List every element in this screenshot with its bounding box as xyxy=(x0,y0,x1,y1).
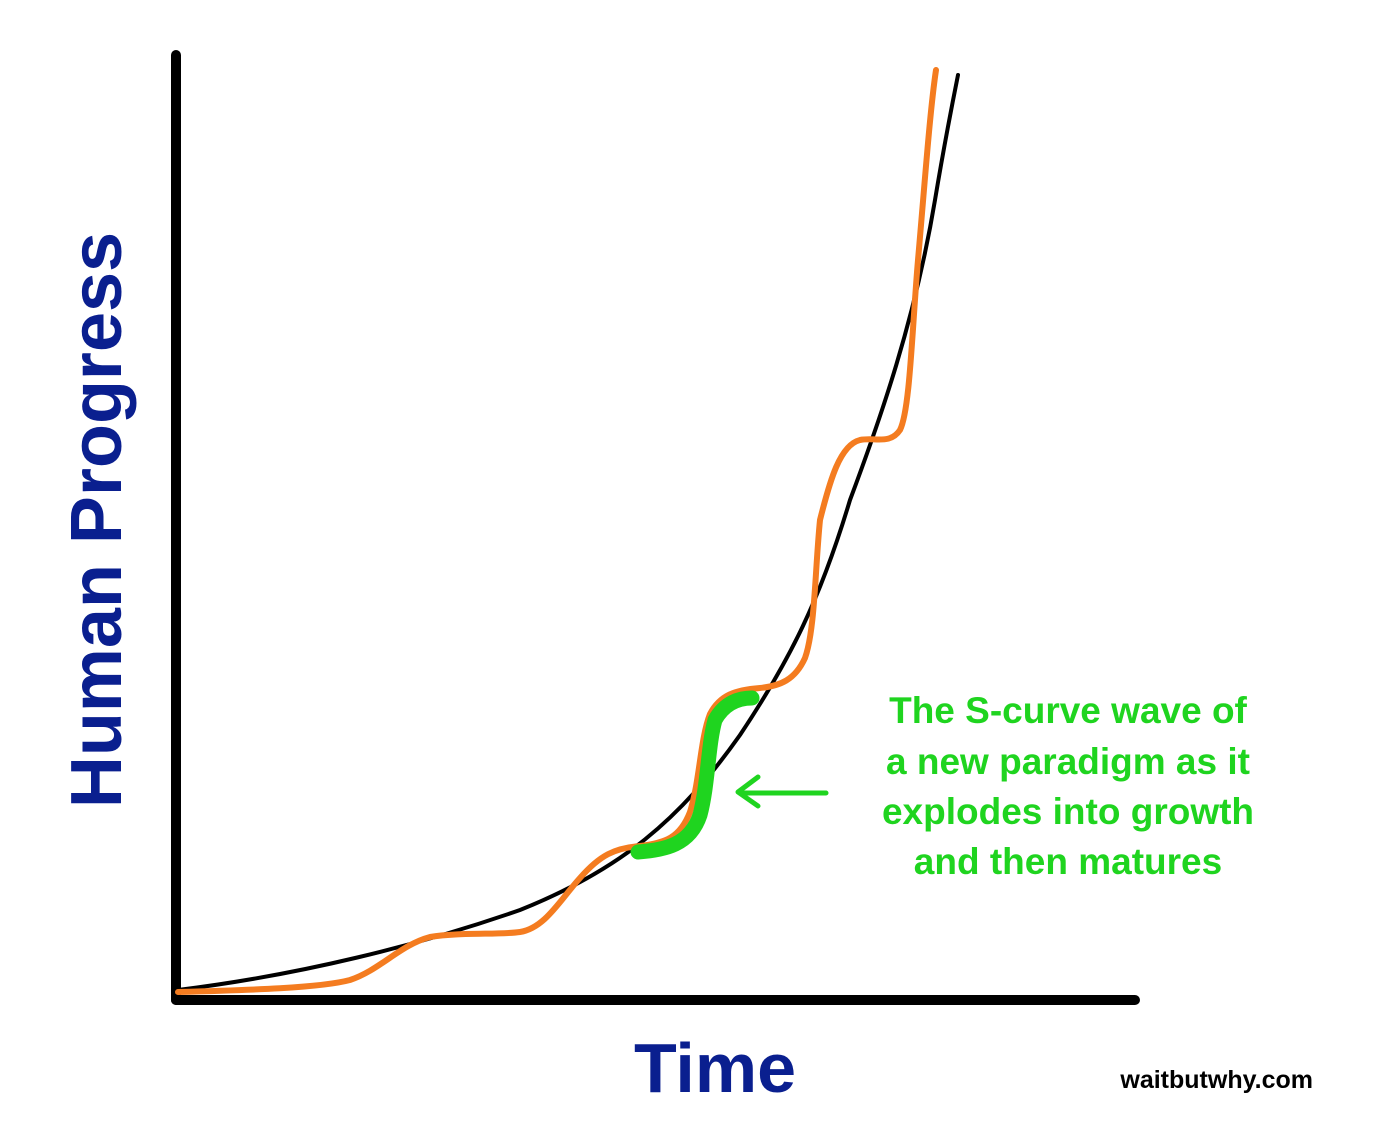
x-axis-label: Time xyxy=(634,1029,796,1107)
y-axis-label: Human Progress xyxy=(57,232,137,808)
paradigm-s-curves xyxy=(175,67,939,995)
annotation-line-2: a new paradigm as it xyxy=(886,741,1250,782)
highlighted-s-curve xyxy=(630,690,760,860)
annotation-line-4: and then matures xyxy=(914,841,1222,882)
annotation-arrow xyxy=(735,774,829,809)
credit-text: waitbutwhy.com xyxy=(1119,1066,1313,1094)
annotation-line-1: The S-curve wave of xyxy=(889,690,1247,731)
annotation-line-3: explodes into growth xyxy=(882,791,1254,832)
exponential-curve xyxy=(176,73,960,992)
